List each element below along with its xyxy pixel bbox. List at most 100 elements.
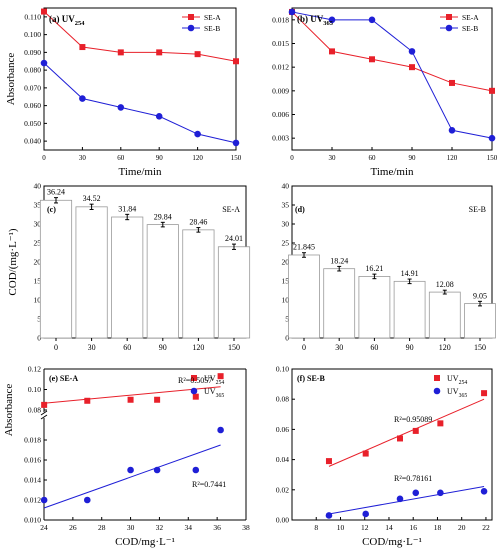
legend-label: SE-B bbox=[204, 24, 220, 33]
data-point-SE-B bbox=[117, 104, 125, 111]
bar bbox=[146, 224, 179, 339]
data-point-365 bbox=[153, 466, 161, 474]
y-tick-label: 35 bbox=[34, 201, 42, 210]
data-point-365 bbox=[437, 489, 444, 497]
data-point-365 bbox=[362, 510, 369, 518]
x-tick-label: 90 bbox=[406, 343, 414, 352]
y-tick-label: 25 bbox=[282, 239, 290, 248]
x-tick-label: 38 bbox=[242, 523, 250, 532]
x-tick-label: 22 bbox=[482, 523, 490, 532]
data-point-SE-A bbox=[79, 44, 86, 51]
x-axis-label: Time/min bbox=[371, 166, 414, 178]
x-tick-label: 120 bbox=[192, 343, 204, 352]
legend-label-sub: 254 bbox=[459, 380, 468, 386]
data-point-SE-A bbox=[156, 49, 163, 56]
series-line-SE-A bbox=[291, 11, 493, 92]
y-tick-label: 0.08 bbox=[28, 406, 41, 415]
x-tick-label: 120 bbox=[192, 154, 203, 162]
data-point-SE-B bbox=[155, 112, 163, 120]
data-label: 24.01 bbox=[225, 234, 243, 243]
bar bbox=[393, 280, 426, 339]
y-tick-label: 0.006 bbox=[272, 110, 289, 119]
legend-label-sub: 254 bbox=[216, 380, 225, 386]
legend-marker bbox=[445, 24, 453, 32]
fit-line-254 bbox=[328, 398, 485, 467]
data-point-365 bbox=[325, 512, 333, 519]
panel-label: (b) UV365 bbox=[297, 14, 333, 27]
plot-frame bbox=[291, 185, 493, 339]
y-tick-label: 0.00 bbox=[276, 516, 289, 525]
legend-label: UV365 bbox=[204, 387, 224, 399]
y-tick-label: 40 bbox=[34, 182, 42, 191]
y-tick-label: 25 bbox=[34, 239, 42, 248]
x-tick-label: 0 bbox=[54, 343, 58, 352]
panel-title: SE-B bbox=[469, 205, 486, 214]
panel-label: (d) bbox=[295, 205, 305, 214]
data-point-254 bbox=[397, 435, 403, 442]
y-tick-label: 0.10 bbox=[276, 365, 289, 374]
y-tick-label: 0.04 bbox=[276, 455, 289, 464]
data-point-254 bbox=[41, 401, 48, 408]
data-point-SE-B bbox=[448, 126, 456, 134]
x-tick-label: 90 bbox=[159, 343, 167, 352]
x-tick-label: 12 bbox=[361, 523, 369, 532]
legend-marker bbox=[434, 375, 440, 381]
x-tick-label: 0 bbox=[290, 154, 294, 162]
y-tick-label: 0.015 bbox=[272, 39, 289, 48]
y-tick-label: 0.100 bbox=[24, 30, 41, 39]
y-tick-label: 30 bbox=[34, 220, 42, 229]
data-label: 36.24 bbox=[47, 188, 65, 197]
x-tick-label: 60 bbox=[123, 343, 131, 352]
x-tick-label: 14 bbox=[385, 523, 393, 532]
data-point-254 bbox=[362, 450, 369, 457]
data-point-SE-B bbox=[488, 134, 496, 142]
x-tick-label: 24 bbox=[40, 523, 48, 532]
x-axis-label: Time/min bbox=[119, 166, 162, 178]
x-tick-label: 90 bbox=[409, 154, 417, 162]
y-axis-label: Absorbance bbox=[3, 384, 15, 437]
legend-label-main: UV bbox=[447, 387, 459, 396]
chart-e: 0.08 0.10 0.12 0.010 0.012 0.014 0.016 0.018 24 2… bbox=[3, 365, 250, 549]
data-point-254 bbox=[127, 396, 134, 403]
y-tick-label: 30 bbox=[282, 220, 290, 229]
legend-label-sub: 365 bbox=[216, 393, 225, 399]
y-tick-label: 40 bbox=[282, 182, 290, 191]
y-tick-label: 0 bbox=[285, 334, 289, 343]
x-tick-label: 150 bbox=[474, 343, 486, 352]
y-tick-label: 0.110 bbox=[24, 12, 41, 21]
x-tick-label: 18 bbox=[434, 523, 442, 532]
data-point-365 bbox=[127, 466, 134, 474]
axis-break-mark bbox=[40, 410, 48, 416]
y-tick-label: 15 bbox=[282, 277, 290, 286]
series-line-SE-B bbox=[291, 11, 493, 139]
plot-frame bbox=[291, 7, 493, 151]
chart-a: 0 30 60 90 120 150 0.040 0.050 0.060 0.070 0.080 0.… bbox=[5, 7, 242, 178]
data-label: 31.84 bbox=[118, 204, 136, 213]
data-point-254 bbox=[154, 396, 161, 403]
data-point-SE-A bbox=[489, 87, 495, 94]
y-tick-label: 0.012 bbox=[272, 63, 289, 72]
data-point-SE-A bbox=[329, 48, 335, 55]
x-axis-label: COD/mg·L⁻¹ bbox=[115, 536, 175, 548]
bar bbox=[217, 246, 251, 339]
plot-frame bbox=[43, 185, 247, 339]
panel-label-main: (a) UV bbox=[49, 14, 75, 24]
y-tick-label: 35 bbox=[282, 201, 290, 210]
legend-label: UV254 bbox=[447, 374, 467, 386]
x-tick-label: 60 bbox=[370, 343, 378, 352]
x-tick-label: 90 bbox=[156, 154, 164, 162]
panel-label: (f) SE-B bbox=[297, 374, 325, 383]
panel-label: (e) SE-A bbox=[49, 374, 78, 383]
y-tick-label: 0.003 bbox=[272, 134, 289, 143]
data-point-365 bbox=[396, 495, 404, 503]
r2-label: R²=0.78161 bbox=[394, 474, 432, 483]
plot-frame bbox=[43, 7, 237, 151]
y-axis-label: COD/(mg·L⁻¹) bbox=[7, 228, 19, 295]
data-label: 14.91 bbox=[401, 269, 419, 278]
y-tick-label: 0.040 bbox=[24, 137, 41, 146]
y-tick-label: 0.018 bbox=[24, 436, 41, 445]
y-tick-label: 0.02 bbox=[276, 485, 289, 494]
legend-label: UV365 bbox=[447, 387, 467, 399]
data-point-SE-B bbox=[328, 16, 336, 24]
data-label: 21.845 bbox=[293, 243, 315, 252]
